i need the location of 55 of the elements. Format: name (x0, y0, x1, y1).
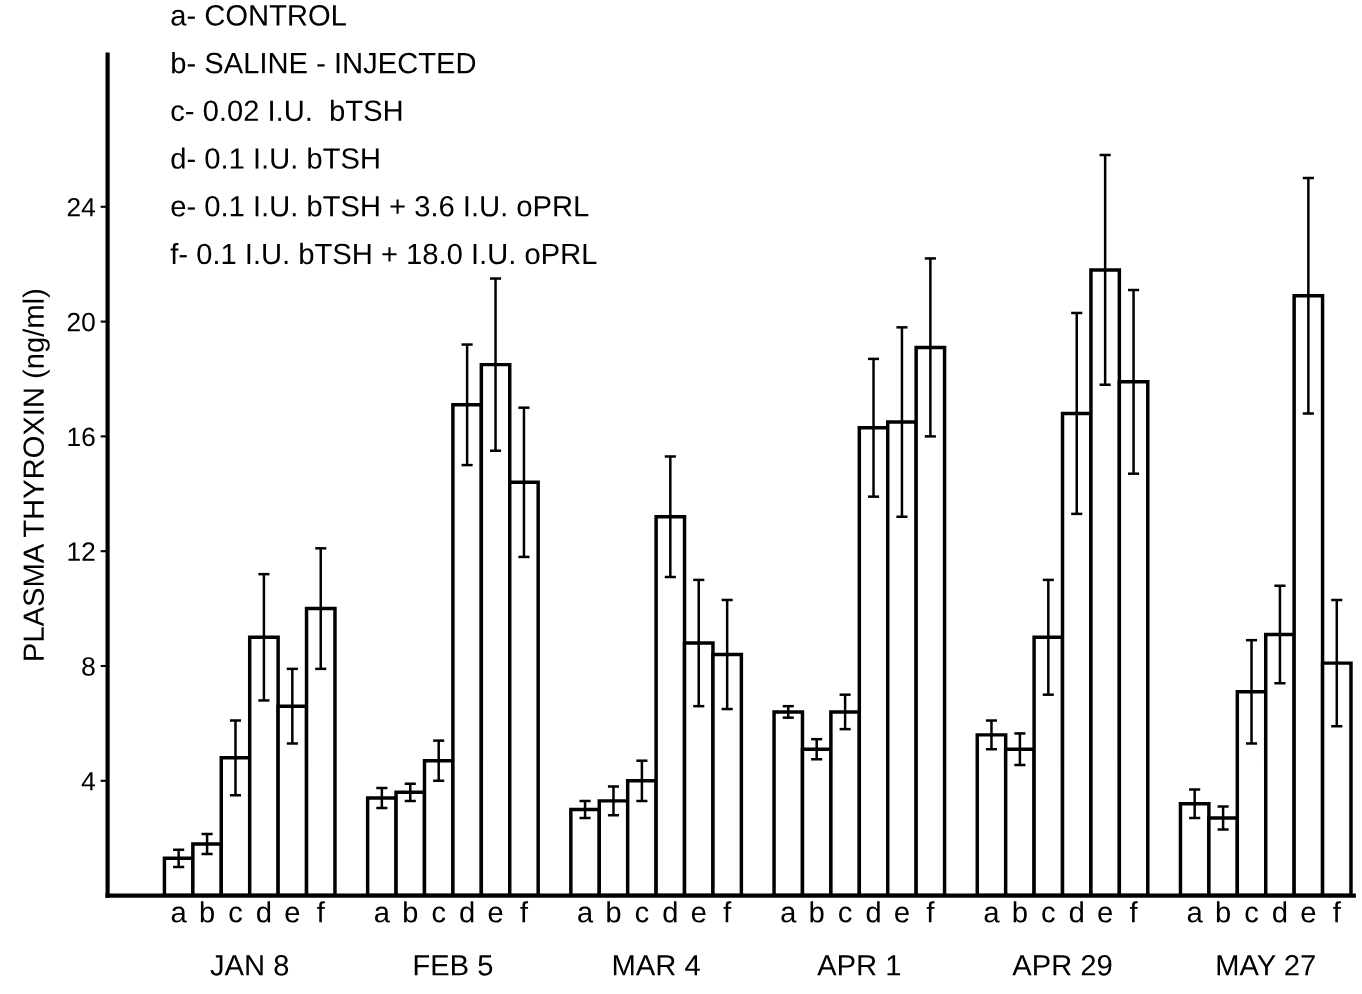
x-tick-label: d (460, 901, 474, 923)
annotation: e- 0.1 I.U. bTSH + 3.6 I.U. oPRL (171, 195, 589, 217)
annotation: d- 0.1 I.U. bTSH (171, 147, 379, 169)
text: JAN 8 (210, 954, 289, 976)
text: APR 29 (1012, 954, 1112, 976)
x-tick-label: e (895, 906, 909, 923)
y-axis-title: PLASMA THYROXIN (ng/ml) (22, 290, 50, 660)
x-tick-label: e (691, 906, 706, 923)
text: a- CONTROL (171, 5, 346, 26)
x-tick-label: d (257, 901, 271, 923)
x-tick-label: b (1013, 901, 1027, 923)
x-tick-label: c (1245, 906, 1259, 923)
x-tick-label: a (374, 906, 390, 923)
x-tick-label: f (926, 901, 935, 923)
x-tick-label: b (607, 901, 621, 923)
x-tick-label: a (171, 906, 187, 923)
x-tick-label: c (229, 906, 243, 923)
y-tick-label: 24 (67, 197, 96, 217)
x-tick-label: f (317, 901, 325, 923)
x-tick-label: c (432, 906, 446, 923)
x-tick-label: a (1187, 906, 1203, 923)
y-tick-label: 4 (81, 772, 96, 791)
x-tick-label: e (488, 906, 503, 923)
x-tick-label: c (635, 906, 649, 923)
x-tick-label: b (1216, 901, 1230, 923)
x-tick-label: e (285, 906, 300, 923)
x-tick-label: d (866, 901, 880, 923)
x-tick-label: e (1098, 906, 1112, 923)
annotation: b- SALINE - INJECTED (172, 52, 476, 74)
x-tick-label: f (1333, 901, 1341, 923)
x-tick-label: f (723, 901, 732, 923)
x-tick-label: c (1042, 906, 1055, 923)
x-tick-label: b (810, 901, 824, 923)
x-tick-label: a (984, 906, 1000, 923)
text: APR 1 (817, 955, 901, 976)
x-tick-label: c (839, 906, 852, 923)
x-tick-label: a (578, 906, 594, 923)
text: MAY 27 (1217, 954, 1315, 976)
x-tick-label: d (663, 901, 677, 923)
x-tick-label: e (1301, 906, 1316, 923)
x-tick-label: d (1069, 901, 1083, 923)
x-tick-label: b (404, 901, 418, 923)
annotation: f- 0.1 I.U. bTSH + 18.0 I.U. oPRL (170, 242, 597, 265)
x-tick-label: f (520, 901, 529, 923)
y-tick-label: 16 (68, 427, 95, 447)
text: MAR 4 (613, 955, 700, 976)
annotation: c- 0.02 I.U. bTSH (171, 99, 402, 122)
x-tick-label: b (200, 901, 214, 923)
x-tick-label: a (781, 906, 797, 923)
y-tick-label: 8 (82, 657, 95, 676)
y-tick-label: 20 (67, 312, 95, 332)
x-tick-label: d (1273, 901, 1287, 923)
y-tick-label: 12 (68, 542, 95, 561)
text: FEB 5 (414, 955, 493, 976)
x-tick-label: f (1129, 901, 1138, 923)
